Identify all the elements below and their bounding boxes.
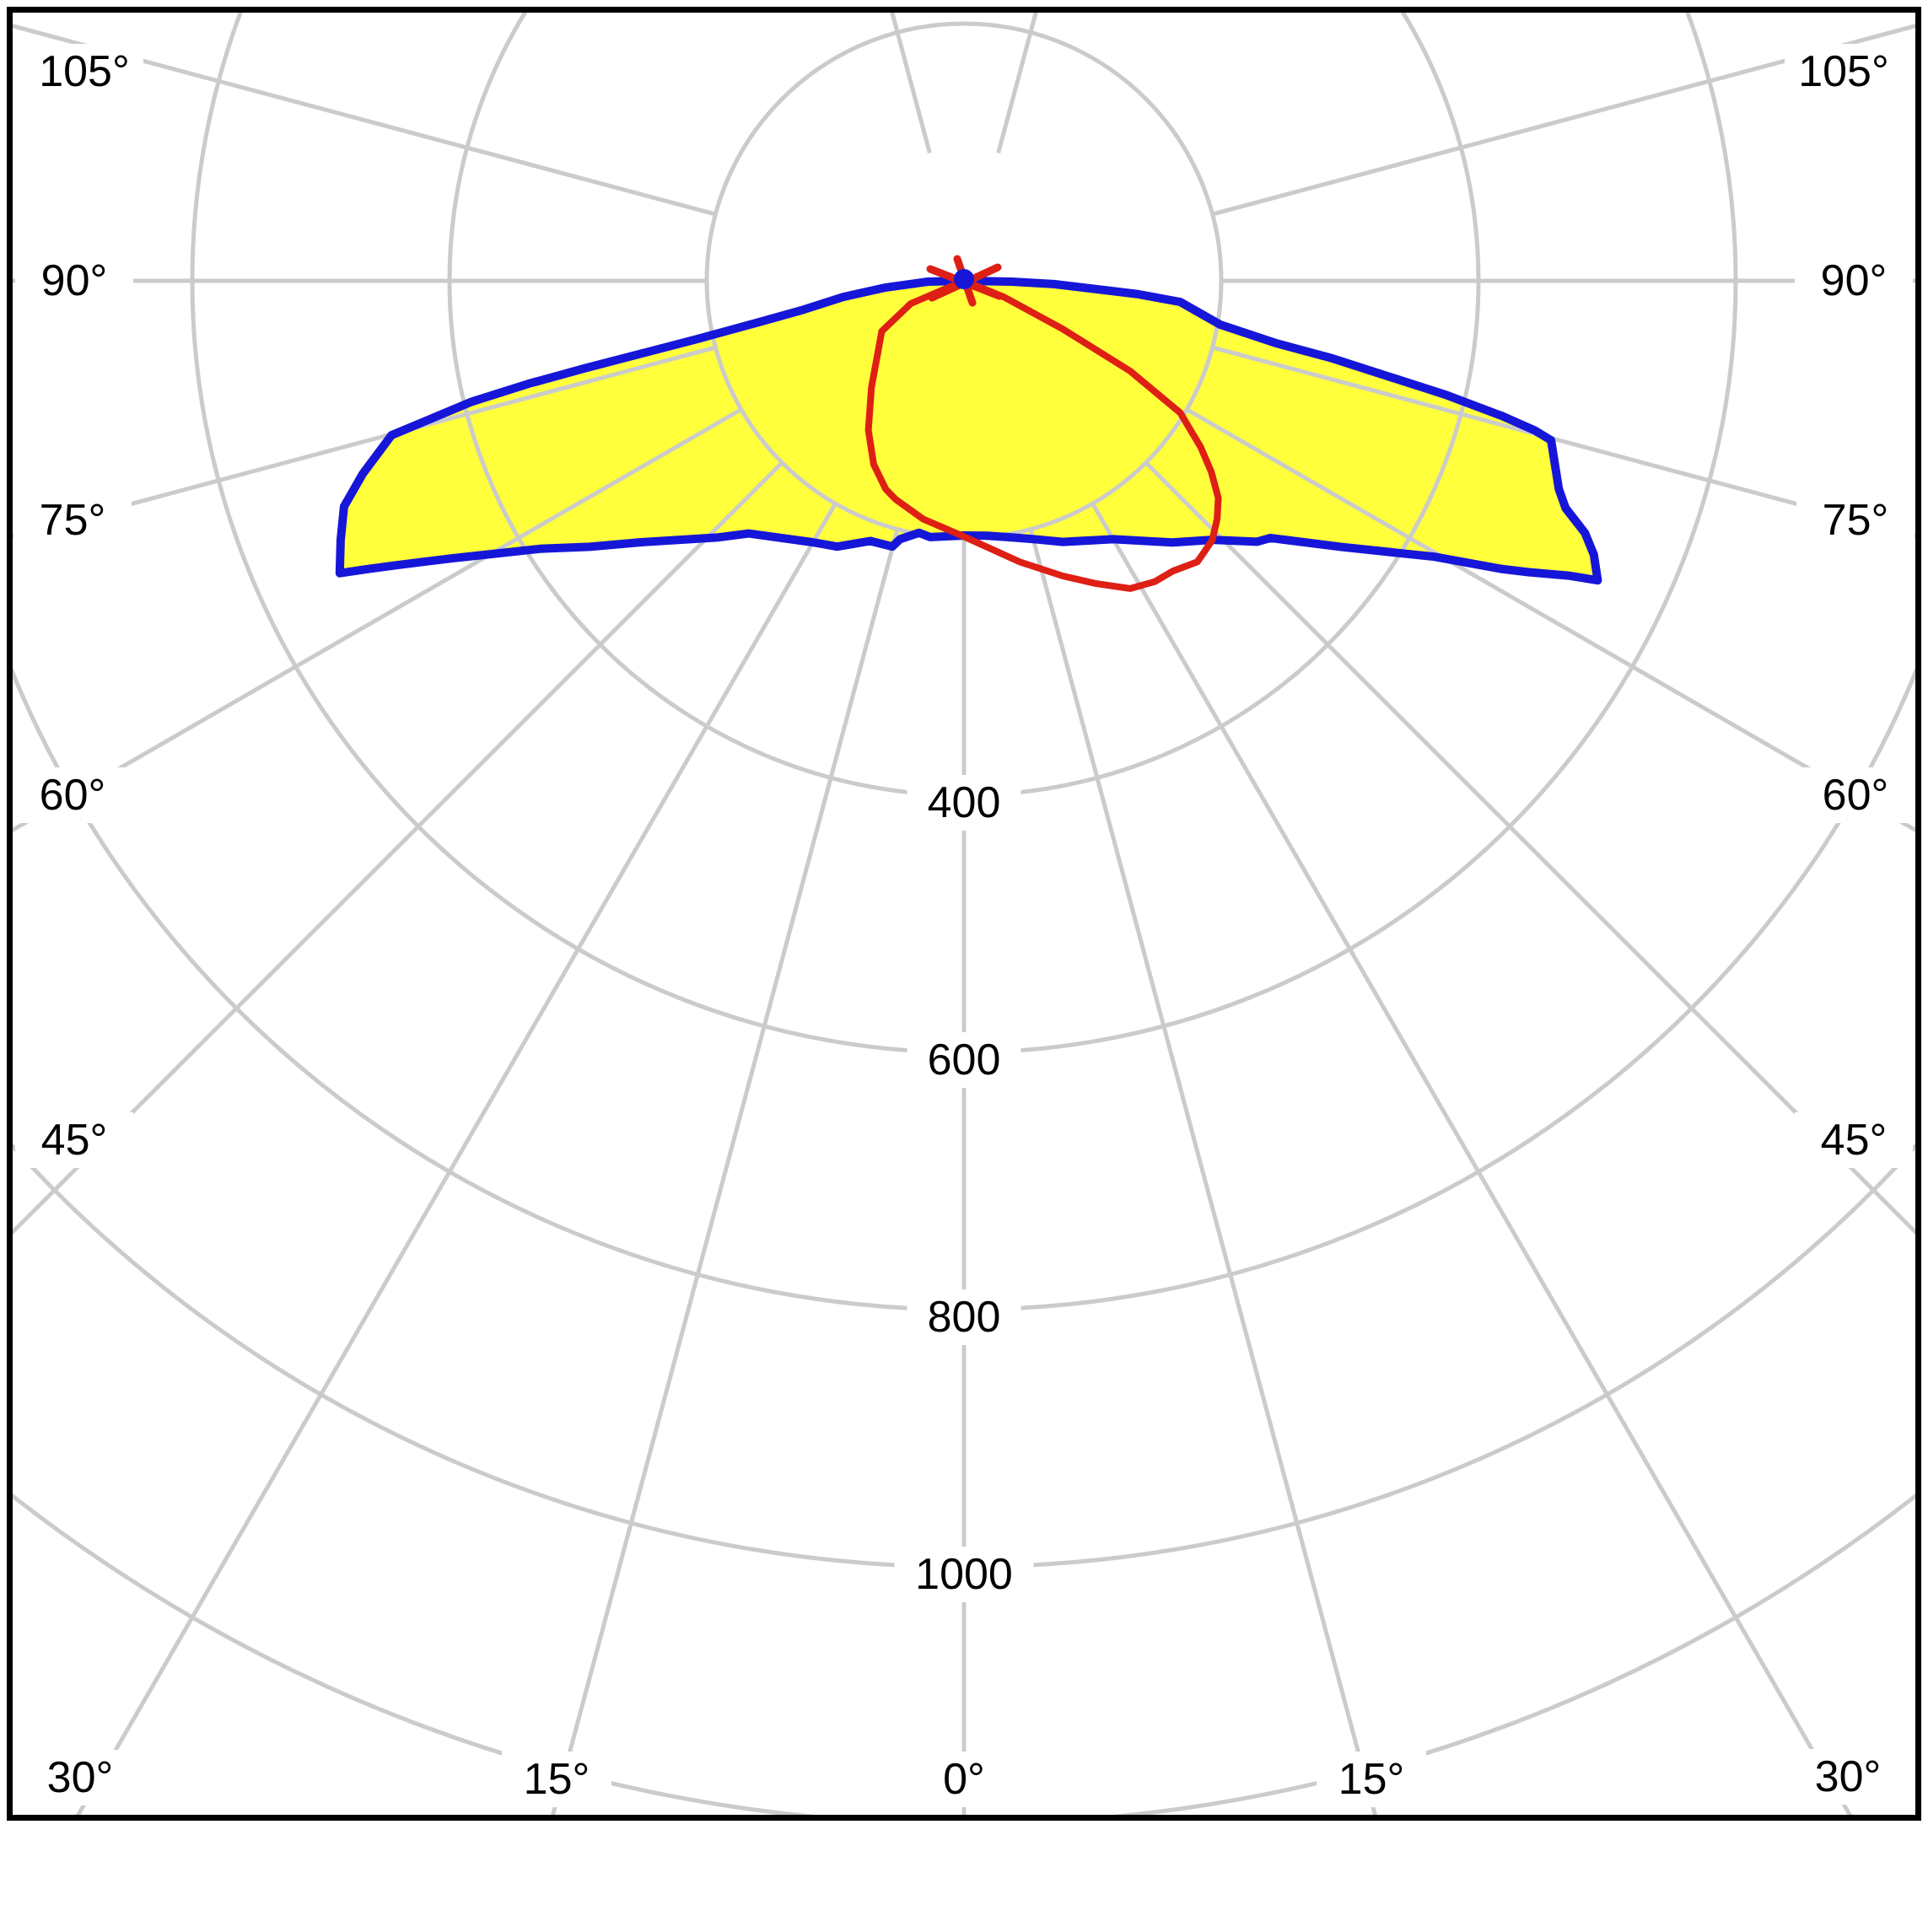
angle-label-left-2: 75°: [40, 496, 106, 545]
angle-label-left-3: 60°: [40, 771, 106, 820]
angle-label-right-2: 75°: [1823, 496, 1889, 545]
angle-label-right-0: 105°: [1798, 47, 1889, 96]
angle-label-left-0: 105°: [39, 47, 130, 96]
angle-label-bottom-2: 0°: [943, 1755, 985, 1804]
ring-value-label-0: 400: [928, 778, 1001, 827]
angle-label-right-3: 60°: [1823, 771, 1889, 820]
angle-label-left-1: 90°: [41, 256, 108, 305]
ring-value-label-1: 600: [928, 1036, 1001, 1084]
angle-label-bottom-0: 30°: [47, 1753, 114, 1802]
angle-label-bottom-1: 15°: [524, 1755, 590, 1804]
angle-label-bottom-4: 30°: [1815, 1752, 1882, 1801]
angle-label-bottom-3: 15°: [1338, 1755, 1405, 1804]
ring-value-label-3: 1000: [915, 1550, 1013, 1599]
origin-marker-blue-dot: [954, 269, 974, 289]
angle-label-right-1: 90°: [1821, 256, 1888, 305]
angle-label-left-4: 45°: [41, 1116, 108, 1165]
angle-label-right-4: 45°: [1821, 1116, 1888, 1165]
ring-value-label-2: 800: [928, 1293, 1001, 1342]
